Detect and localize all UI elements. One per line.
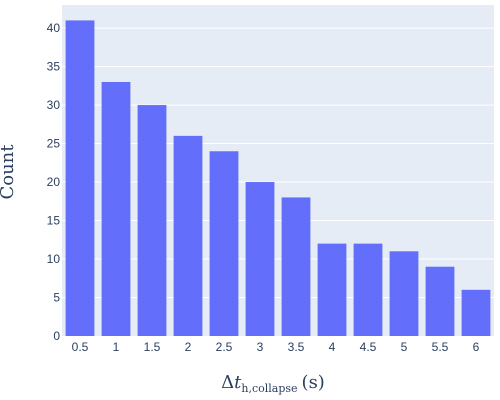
y-tick-label: 40 [47,21,61,35]
y-tick-labels: 0 5 10 15 20 25 30 35 40 [47,21,61,343]
y-tick-label: 20 [47,175,61,189]
x-tick-label: 6 [473,340,480,354]
bar [317,243,347,336]
x-tick-labels: 0.5 1 1.5 2 2.5 3 3.5 4 4.5 5 5.5 6 [72,340,480,354]
x-axis-title: Δth,collapse (s) [221,372,325,395]
bar [245,182,275,336]
bar [101,81,131,336]
bar [461,289,491,336]
x-tick-label: 5 [401,340,408,354]
y-tick-label: 15 [47,214,61,228]
x-tick-label: 3.5 [288,340,305,354]
y-gridlines [62,27,494,299]
bar [353,243,383,336]
x-tick-label: 2 [185,340,192,354]
bar [137,105,167,337]
y-tick-label: 10 [47,252,61,266]
x-axis-title-unit: (s) [302,372,325,393]
y-axis-title: Count [0,144,18,200]
y-tick-label: 35 [47,60,61,74]
bar [173,135,203,336]
x-tick-label: 2.5 [216,340,233,354]
bar [425,266,455,336]
x-tick-label: 4 [329,340,336,354]
x-tick-label: 0.5 [72,340,89,354]
x-axis-title-subscript: h,collapse [241,382,297,395]
x-tick-label: 4.5 [360,340,377,354]
bar [65,20,95,336]
bars [65,20,491,337]
plot-area [62,5,494,336]
y-tick-label: 0 [53,329,60,343]
y-tick-label: 25 [47,137,61,151]
bar [209,151,239,336]
y-tick-label: 5 [53,291,60,305]
bar [389,251,419,336]
x-tick-label: 5.5 [432,340,449,354]
x-axis-title-symbol: t [234,372,242,393]
x-tick-label: 1.5 [144,340,161,354]
y-tick-label: 30 [47,98,61,112]
x-tick-label: 3 [257,340,264,354]
bar [281,197,311,336]
x-tick-label: 1 [113,340,120,354]
x-axis-title-prefix: Δ [221,372,234,393]
